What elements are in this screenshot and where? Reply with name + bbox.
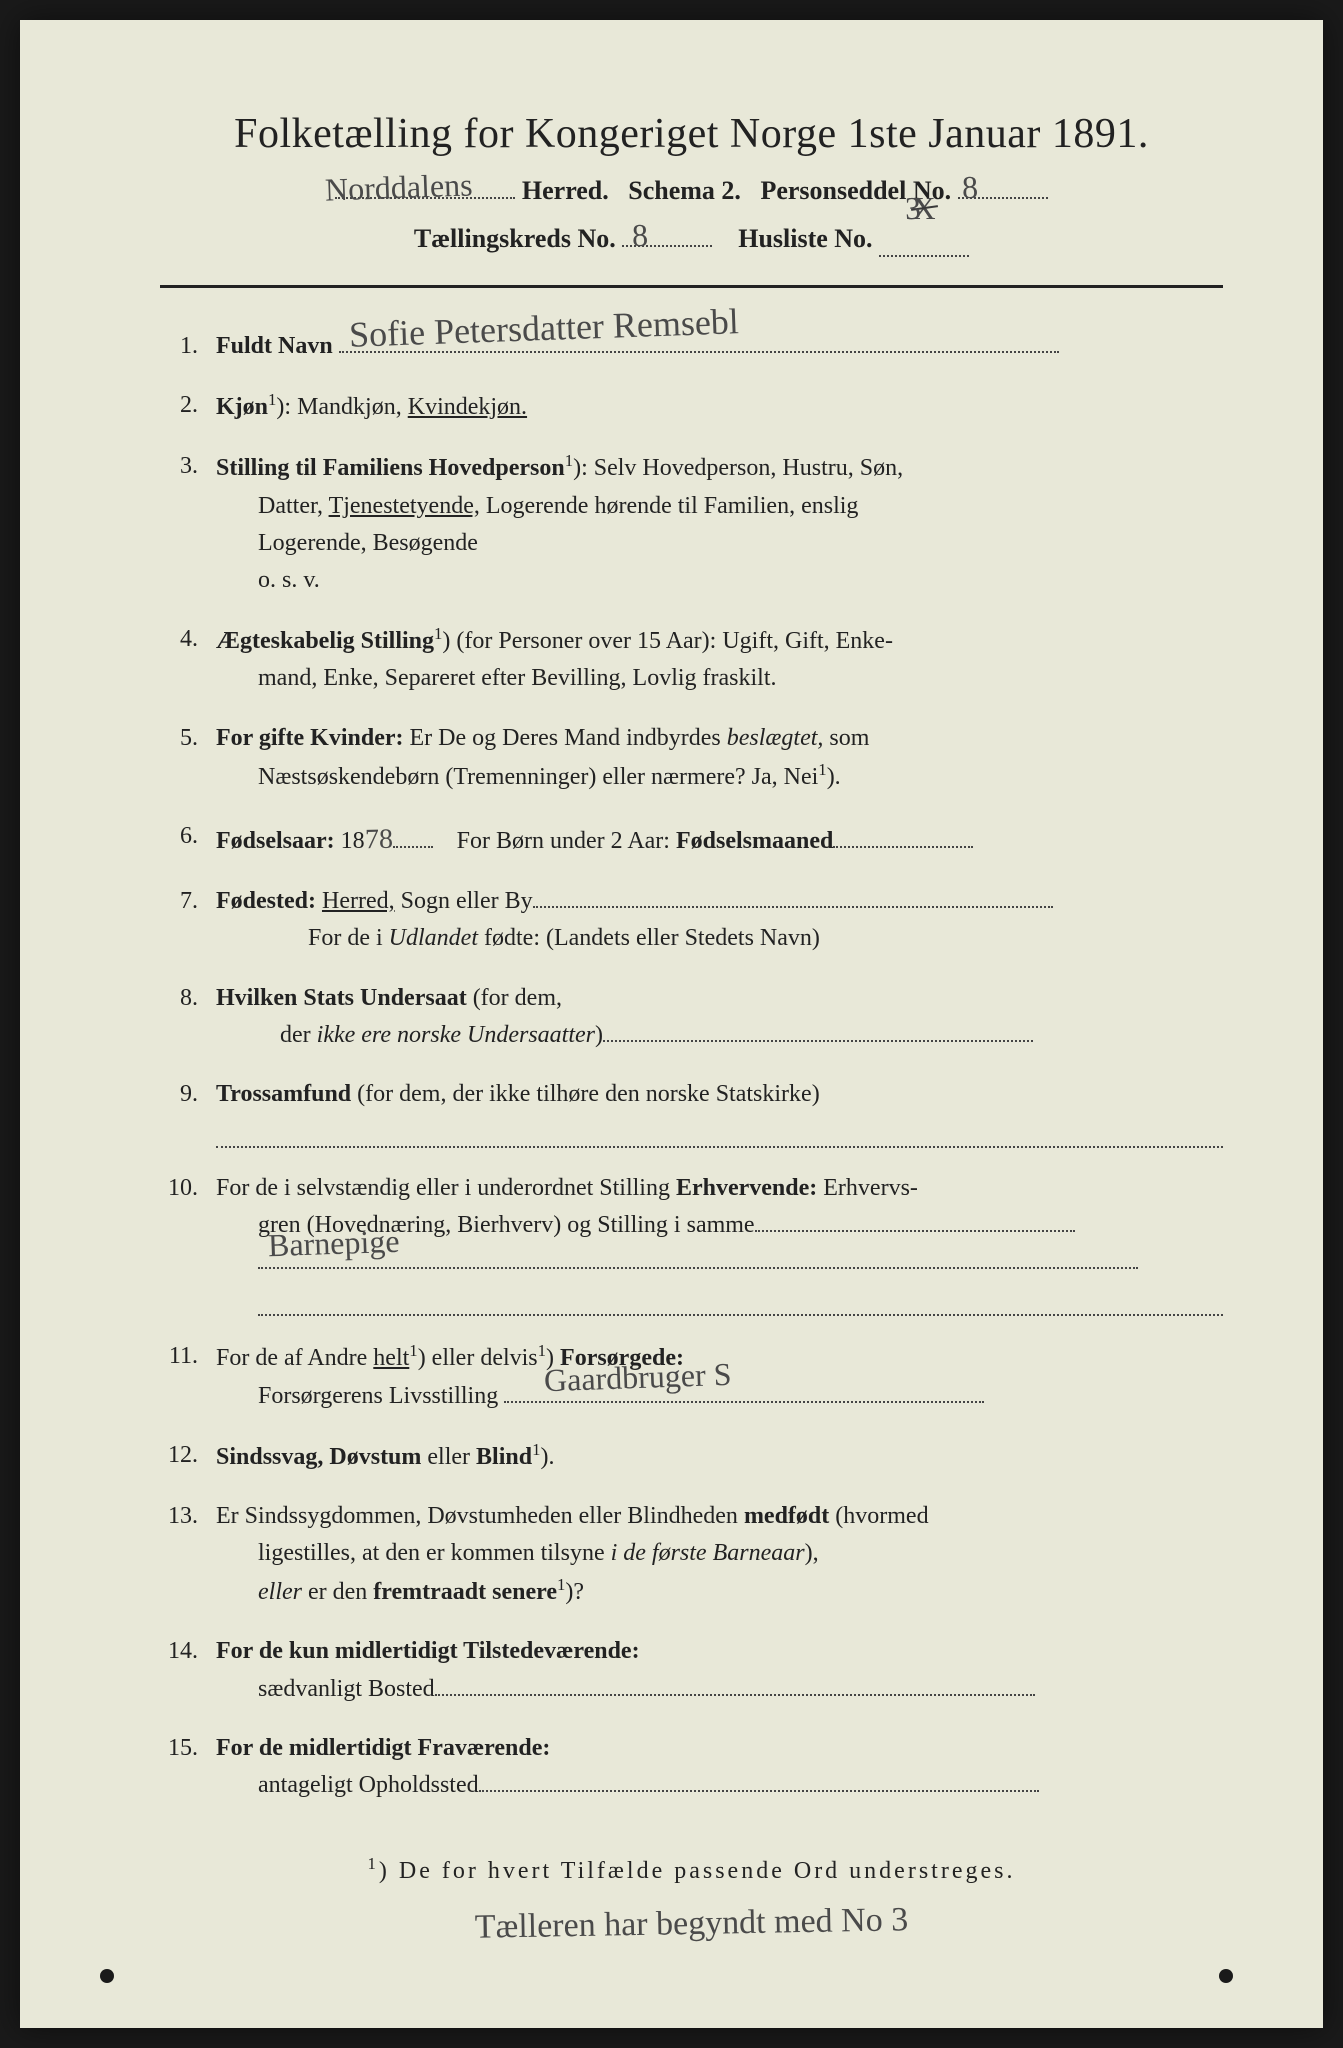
item-12: 12. Sindssvag, Døvstum eller Blind1). <box>160 1437 1223 1476</box>
item-14-label: For de kun midlertidigt Tilstedeværende: <box>216 1638 640 1664</box>
schema-label: Schema 2. <box>628 176 741 205</box>
item-10-label: Erhvervende: <box>676 1175 817 1201</box>
item-6-label: Fødselsaar: <box>216 828 335 854</box>
header-line-2: Tællingskreds No. 8 Husliste No. X 3 <box>160 218 1223 257</box>
item-9: 9. Trossamfund (for dem, der ikke tilhør… <box>160 1076 1223 1148</box>
item-8-label: Hvilken Stats Undersaat <box>216 985 467 1011</box>
item-15: 15. For de midlertidigt Fraværende: anta… <box>160 1730 1223 1804</box>
item-num: 12. <box>160 1437 216 1476</box>
item-10: 10. For de i selvstændig eller i underor… <box>160 1170 1223 1316</box>
divider-rule <box>160 285 1223 288</box>
item-num: 9. <box>160 1076 216 1148</box>
item-4-label: Ægteskabelig Stilling <box>216 628 434 654</box>
item-3: 3. Stilling til Familiens Hovedperson1):… <box>160 448 1223 599</box>
item-8: 8. Hvilken Stats Undersaat (for dem, der… <box>160 980 1223 1054</box>
item-3-label: Stilling til Familiens Hovedperson <box>216 455 565 481</box>
item-num: 4. <box>160 621 216 697</box>
item-1: 1. Fuldt Navn Sofie Petersdatter Remsebl <box>160 328 1223 365</box>
item-num: 7. <box>160 883 216 957</box>
item-6: 6. Fødselsaar: 1878 For Børn under 2 Aar… <box>160 818 1223 861</box>
item-15-label: For de midlertidigt Fraværende: <box>216 1735 550 1761</box>
item-7-underlined: Herred, <box>322 888 395 914</box>
item-num: 3. <box>160 448 216 599</box>
item-num: 6. <box>160 818 216 861</box>
item-5-label: For gifte Kvinder: <box>216 725 404 751</box>
item-num: 8. <box>160 980 216 1054</box>
husliste-handwritten: 3 <box>904 190 921 228</box>
item-2-label: Kjøn <box>216 394 268 420</box>
herred-label: Herred. <box>522 176 609 205</box>
item-14: 14. For de kun midlertidigt Tilstedevære… <box>160 1633 1223 1707</box>
census-form-page: Folketælling for Kongeriget Norge 1ste J… <box>20 20 1323 2028</box>
item-13: 13. Er Sindssygdommen, Døvstumheden elle… <box>160 1498 1223 1612</box>
item-2-underlined: Kvindekjøn. <box>408 394 527 420</box>
item-11-handwritten: Gaardbruger S <box>543 1349 732 1405</box>
husliste-label: Husliste No. <box>738 224 872 253</box>
item-4: 4. Ægteskabelig Stilling1) (for Personer… <box>160 621 1223 697</box>
form-title: Folketælling for Kongeriget Norge 1ste J… <box>160 110 1223 158</box>
item-num: 5. <box>160 720 216 796</box>
item-7-label: Fødested: <box>216 888 316 914</box>
item-5: 5. For gifte Kvinder: Er De og Deres Man… <box>160 720 1223 796</box>
item-num: 1. <box>160 328 216 365</box>
item-13-label: medfødt <box>744 1503 829 1529</box>
corner-mark-left <box>100 1969 114 1983</box>
item-7: 7. Fødested: Herred, Sogn eller By For d… <box>160 883 1223 957</box>
item-11: 11. For de af Andre helt1) eller delvis1… <box>160 1338 1223 1414</box>
item-6-handwritten: 78 <box>364 818 393 862</box>
item-2: 2. Kjøn1): Mandkjøn, Kvindekjøn. <box>160 387 1223 426</box>
item-3-underlined: Tjenestetyende, <box>329 493 480 519</box>
item-9-label: Trossamfund <box>216 1081 351 1107</box>
item-num: 15. <box>160 1730 216 1804</box>
item-12-label: Sindssvag, Døvstum <box>216 1444 421 1470</box>
item-num: 2. <box>160 387 216 426</box>
item-1-handwritten: Sofie Petersdatter Remsebl <box>348 294 740 363</box>
kreds-label: Tællingskreds No. <box>414 224 616 253</box>
item-1-label: Fuldt Navn <box>216 333 333 359</box>
item-num: 14. <box>160 1633 216 1707</box>
item-num: 10. <box>160 1170 216 1316</box>
form-items: 1. Fuldt Navn Sofie Petersdatter Remsebl… <box>160 328 1223 1804</box>
bottom-handwritten-note: Tælleren har begyndt med No 3 <box>160 1896 1224 1953</box>
herred-handwritten: Norddalens <box>325 166 474 208</box>
corner-mark-right <box>1219 1969 1233 1983</box>
item-num: 13. <box>160 1498 216 1612</box>
item-num: 11. <box>160 1338 216 1414</box>
header-line-1: Norddalens Herred. Schema 2. Personsedde… <box>160 176 1223 206</box>
kreds-handwritten: 8 <box>632 217 649 255</box>
item-10-handwritten: Barnepige <box>267 1217 400 1271</box>
personseddel-handwritten: 8 <box>961 169 978 207</box>
footnote: 1) De for hvert Tilfælde passende Ord un… <box>160 1854 1223 1885</box>
